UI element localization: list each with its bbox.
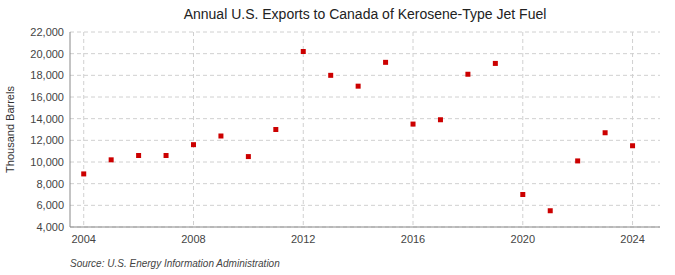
points: 2004: 8900 2005: 10200 2006: 10600 2007: 10… [81, 49, 635, 213]
y-grid-line [70, 32, 660, 33]
point: 2015: 19200 [383, 60, 388, 65]
point: 2014: 17000 [356, 84, 361, 89]
y-axis-label: Thousand Barrels [4, 86, 16, 173]
x-grid-line [83, 32, 84, 227]
x-tick-label: 2016 [401, 233, 425, 245]
y-axis-line [70, 32, 71, 227]
y-tick-label: 10,000 [30, 156, 64, 168]
y-grid-line [70, 75, 660, 76]
x-tick-label: 2020 [511, 233, 535, 245]
y-grid-line [70, 205, 660, 206]
y-tick-label: 8,000 [36, 178, 64, 190]
title: Annual U.S. Exports to Canada of Kerosen… [184, 6, 547, 22]
y-tick-label: 18,000 [30, 69, 64, 81]
x-tick-label: 2008 [181, 233, 205, 245]
point: 2011: 13000 [273, 127, 278, 132]
y-tick-label: 6,000 [36, 199, 64, 211]
point: 2021: 5500 [548, 208, 553, 213]
point: 2009: 12400 [218, 134, 223, 139]
y-grid-line [70, 97, 660, 98]
source-note: Source: U.S. Energy Information Administ… [70, 258, 280, 269]
x-axis-line [70, 227, 660, 228]
y-grid-line [70, 162, 660, 163]
point: 2013: 18000 [328, 73, 333, 78]
x-grid-line [632, 32, 633, 227]
point: 2012: 20200 [301, 49, 306, 54]
y-tick-label: 22,000 [30, 26, 64, 38]
y-tick-label: 4,000 [36, 221, 64, 233]
x-grid-line [522, 32, 523, 227]
y-grid-line [70, 183, 660, 184]
point: 2023: 12700 [603, 130, 608, 135]
x-tick-label: 2004 [71, 233, 95, 245]
y-tick-label: 16,000 [30, 91, 64, 103]
point: 2010: 10500 [246, 154, 251, 159]
x-tick-label: 2012 [291, 233, 315, 245]
point: 2006: 10600 [136, 153, 141, 158]
point: 2016: 13500 [411, 122, 416, 127]
point: 2024: 11500 [630, 143, 635, 148]
y-tick-label: 20,000 [30, 48, 64, 60]
x-grid-line [193, 32, 194, 227]
point: 2022: 10100 [575, 158, 580, 163]
y-grid-line [70, 118, 660, 119]
y-tick-label: 12,000 [30, 134, 64, 146]
y-grid-line [70, 227, 660, 228]
point: 2017: 13900 [438, 117, 443, 122]
x-tick-label: 2024 [620, 233, 644, 245]
point: 2008: 11600 [191, 142, 196, 147]
point: 2005: 10200 [109, 157, 114, 162]
y-grid-line [70, 53, 660, 54]
y-tick-label: 14,000 [30, 113, 64, 125]
x-grid-line [413, 32, 414, 227]
point: 2007: 10600 [164, 153, 169, 158]
chart: Annual U.S. Exports to Canada of Kerosen… [0, 0, 675, 275]
point: 2018: 18100 [465, 72, 470, 77]
point: 2004: 8900 [81, 171, 86, 176]
grid [70, 32, 660, 227]
x-grid-line [303, 32, 304, 227]
point: 2020: 7000 [520, 192, 525, 197]
y-grid-line [70, 140, 660, 141]
point: 2019: 19100 [493, 61, 498, 66]
